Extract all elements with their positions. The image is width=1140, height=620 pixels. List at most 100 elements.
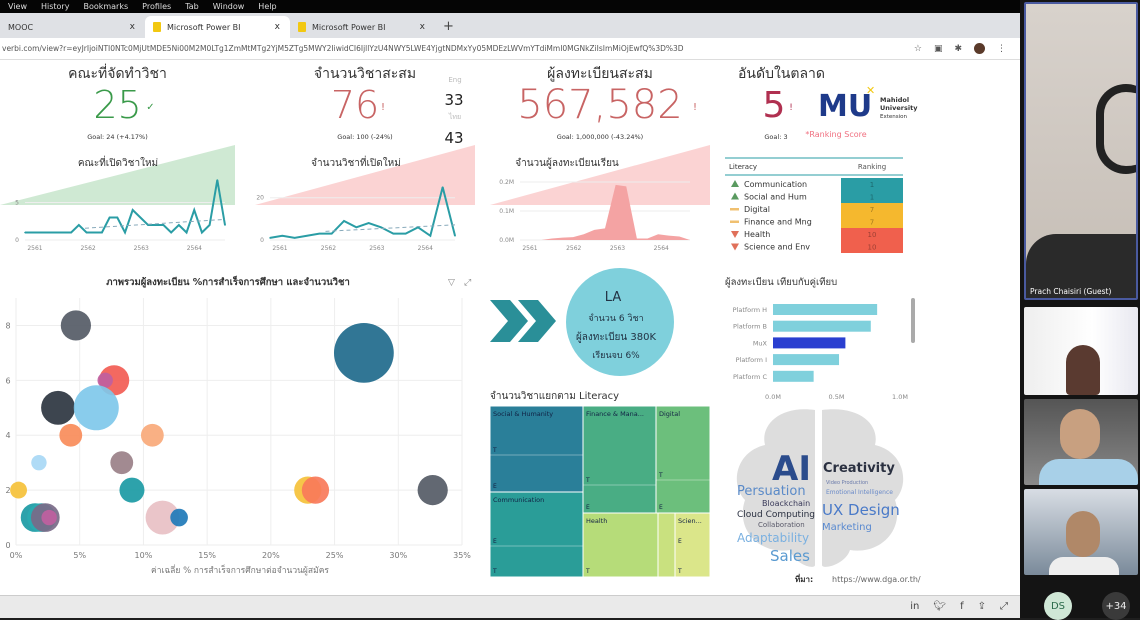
video-tile[interactable] bbox=[1024, 489, 1138, 575]
fullscreen-icon[interactable]: ⤢ bbox=[1000, 601, 1008, 612]
scrollbar[interactable] bbox=[911, 298, 915, 343]
y-tick: 0 bbox=[15, 237, 19, 244]
data-point bbox=[355, 226, 358, 229]
video-tile[interactable] bbox=[1024, 399, 1138, 485]
menu-bookmarks[interactable]: Bookmarks bbox=[83, 2, 129, 11]
table-row[interactable]: Social and Hum 1 bbox=[731, 190, 903, 204]
headphones bbox=[1096, 84, 1136, 174]
focus-mode-icon[interactable]: ⤢ bbox=[463, 278, 471, 288]
bubble[interactable] bbox=[59, 423, 83, 447]
data-point bbox=[178, 224, 180, 226]
sub-label: E bbox=[678, 538, 682, 545]
data-point bbox=[201, 231, 203, 234]
more-icon[interactable]: ⋮ bbox=[997, 43, 1006, 54]
bubble[interactable] bbox=[301, 476, 330, 504]
treemap-tile[interactable]: Communication E T bbox=[489, 491, 584, 578]
sub-label: E bbox=[586, 504, 590, 511]
bar[interactable] bbox=[773, 304, 878, 315]
data-point bbox=[31, 231, 34, 234]
data-point bbox=[47, 231, 49, 234]
bar[interactable] bbox=[773, 320, 871, 332]
bubble[interactable] bbox=[140, 423, 164, 447]
menu-profiles[interactable]: Profiles bbox=[142, 2, 172, 11]
table-row[interactable]: Communication 1 bbox=[731, 178, 903, 191]
profile-avatar[interactable] bbox=[974, 43, 985, 54]
rank-cell bbox=[841, 203, 903, 216]
bubble[interactable] bbox=[41, 509, 57, 526]
bubble[interactable] bbox=[145, 500, 180, 535]
treemap-tile[interactable]: Health T bbox=[582, 512, 659, 578]
share-icon[interactable]: ⇪ bbox=[977, 601, 986, 612]
bubble[interactable] bbox=[41, 390, 76, 425]
source-link[interactable]: https://www.dga.or.th/ bbox=[832, 575, 921, 584]
address-bar[interactable]: verbi.com/view?r=eyJrIjoiNTI0NTc0MjUtMDE… bbox=[0, 38, 1020, 60]
bubble[interactable] bbox=[31, 454, 47, 471]
bubble[interactable] bbox=[333, 322, 394, 383]
more-participants[interactable]: +34 bbox=[1102, 592, 1130, 620]
video-tile-main[interactable]: Prach Chaisiri (Guest) bbox=[1024, 2, 1138, 300]
menu-tab[interactable]: Tab bbox=[185, 2, 199, 11]
bar-label: Platform I bbox=[736, 356, 767, 364]
treemap-tile[interactable]: Finance & Mana... T E bbox=[582, 405, 657, 514]
twitter-icon[interactable]: 🐦︎ bbox=[933, 601, 947, 612]
word: UX Design bbox=[822, 501, 900, 519]
browser-tab[interactable]: MOOC x bbox=[0, 16, 145, 38]
browser-tab[interactable]: Microsoft Power BI x bbox=[290, 16, 435, 38]
table-row[interactable]: Finance and Mng 7 bbox=[730, 215, 903, 229]
video-tile[interactable] bbox=[1024, 307, 1138, 395]
kpi-status-icon: ✓ bbox=[146, 102, 154, 113]
menu-help[interactable]: Help bbox=[258, 2, 277, 11]
treemap: Social & HumanityTECommunicationETFinanc… bbox=[489, 405, 711, 578]
bubble[interactable] bbox=[119, 477, 145, 503]
tab-close-icon[interactable]: x bbox=[129, 22, 135, 32]
treemap-tile[interactable]: Social & Humanity T E bbox=[489, 405, 584, 493]
bubble[interactable] bbox=[417, 475, 448, 506]
data-point bbox=[318, 232, 321, 235]
data-point bbox=[154, 224, 157, 226]
tile-label: Communication bbox=[493, 496, 544, 504]
y-tick: 0.2M bbox=[499, 179, 514, 186]
tab-close-icon[interactable]: x bbox=[274, 22, 280, 32]
extension-icon[interactable]: ▣ bbox=[933, 43, 943, 54]
rank-value: 10 bbox=[868, 231, 877, 239]
bubble[interactable] bbox=[110, 451, 134, 475]
data-point bbox=[139, 216, 142, 219]
data-point bbox=[116, 216, 119, 219]
data-point bbox=[108, 216, 111, 219]
bubble[interactable] bbox=[73, 385, 119, 431]
star-icon[interactable]: ☆ bbox=[913, 43, 922, 54]
table-row[interactable]: Digital 7 bbox=[730, 203, 903, 216]
bubble[interactable] bbox=[97, 372, 113, 389]
bubble[interactable] bbox=[60, 310, 91, 341]
data-point bbox=[170, 231, 172, 234]
treemap-tile[interactable] bbox=[657, 512, 676, 578]
treemap-tile[interactable]: Digital T E bbox=[655, 405, 711, 514]
facebook-icon[interactable]: f bbox=[960, 601, 964, 612]
rank-cell bbox=[841, 178, 903, 191]
filter-icon[interactable]: ▽ bbox=[448, 278, 455, 288]
menu-view[interactable]: View bbox=[8, 2, 27, 11]
new-tab-button[interactable]: + bbox=[443, 19, 454, 34]
bar[interactable] bbox=[773, 354, 840, 366]
treemap-tile[interactable]: Scien... E T bbox=[674, 512, 711, 578]
tab-close-icon[interactable]: x bbox=[419, 22, 425, 32]
rank-value: 7 bbox=[870, 219, 874, 227]
bubble[interactable] bbox=[170, 508, 188, 527]
sub-label: T bbox=[677, 568, 682, 575]
menu-history[interactable]: History bbox=[40, 2, 70, 11]
menu-window[interactable]: Window bbox=[212, 2, 245, 11]
table-row[interactable]: Science and Env 10 bbox=[731, 240, 903, 254]
participant-avatar[interactable]: DS bbox=[1044, 592, 1072, 620]
url-text[interactable]: verbi.com/view?r=eyJrIjoiNTI0NTc0MjUtMDE… bbox=[2, 44, 684, 53]
bar[interactable] bbox=[773, 337, 846, 349]
word: Cloud Computing bbox=[737, 510, 815, 520]
rank-cell bbox=[841, 190, 903, 203]
browser-tab[interactable]: Microsoft Power BI x bbox=[145, 16, 290, 38]
linkedin-icon[interactable]: in bbox=[910, 601, 920, 612]
bar[interactable] bbox=[773, 370, 814, 382]
bubble[interactable] bbox=[10, 481, 27, 499]
table-row[interactable]: Health 10 bbox=[731, 228, 903, 241]
puzzle-icon[interactable]: ✱ bbox=[954, 43, 962, 54]
